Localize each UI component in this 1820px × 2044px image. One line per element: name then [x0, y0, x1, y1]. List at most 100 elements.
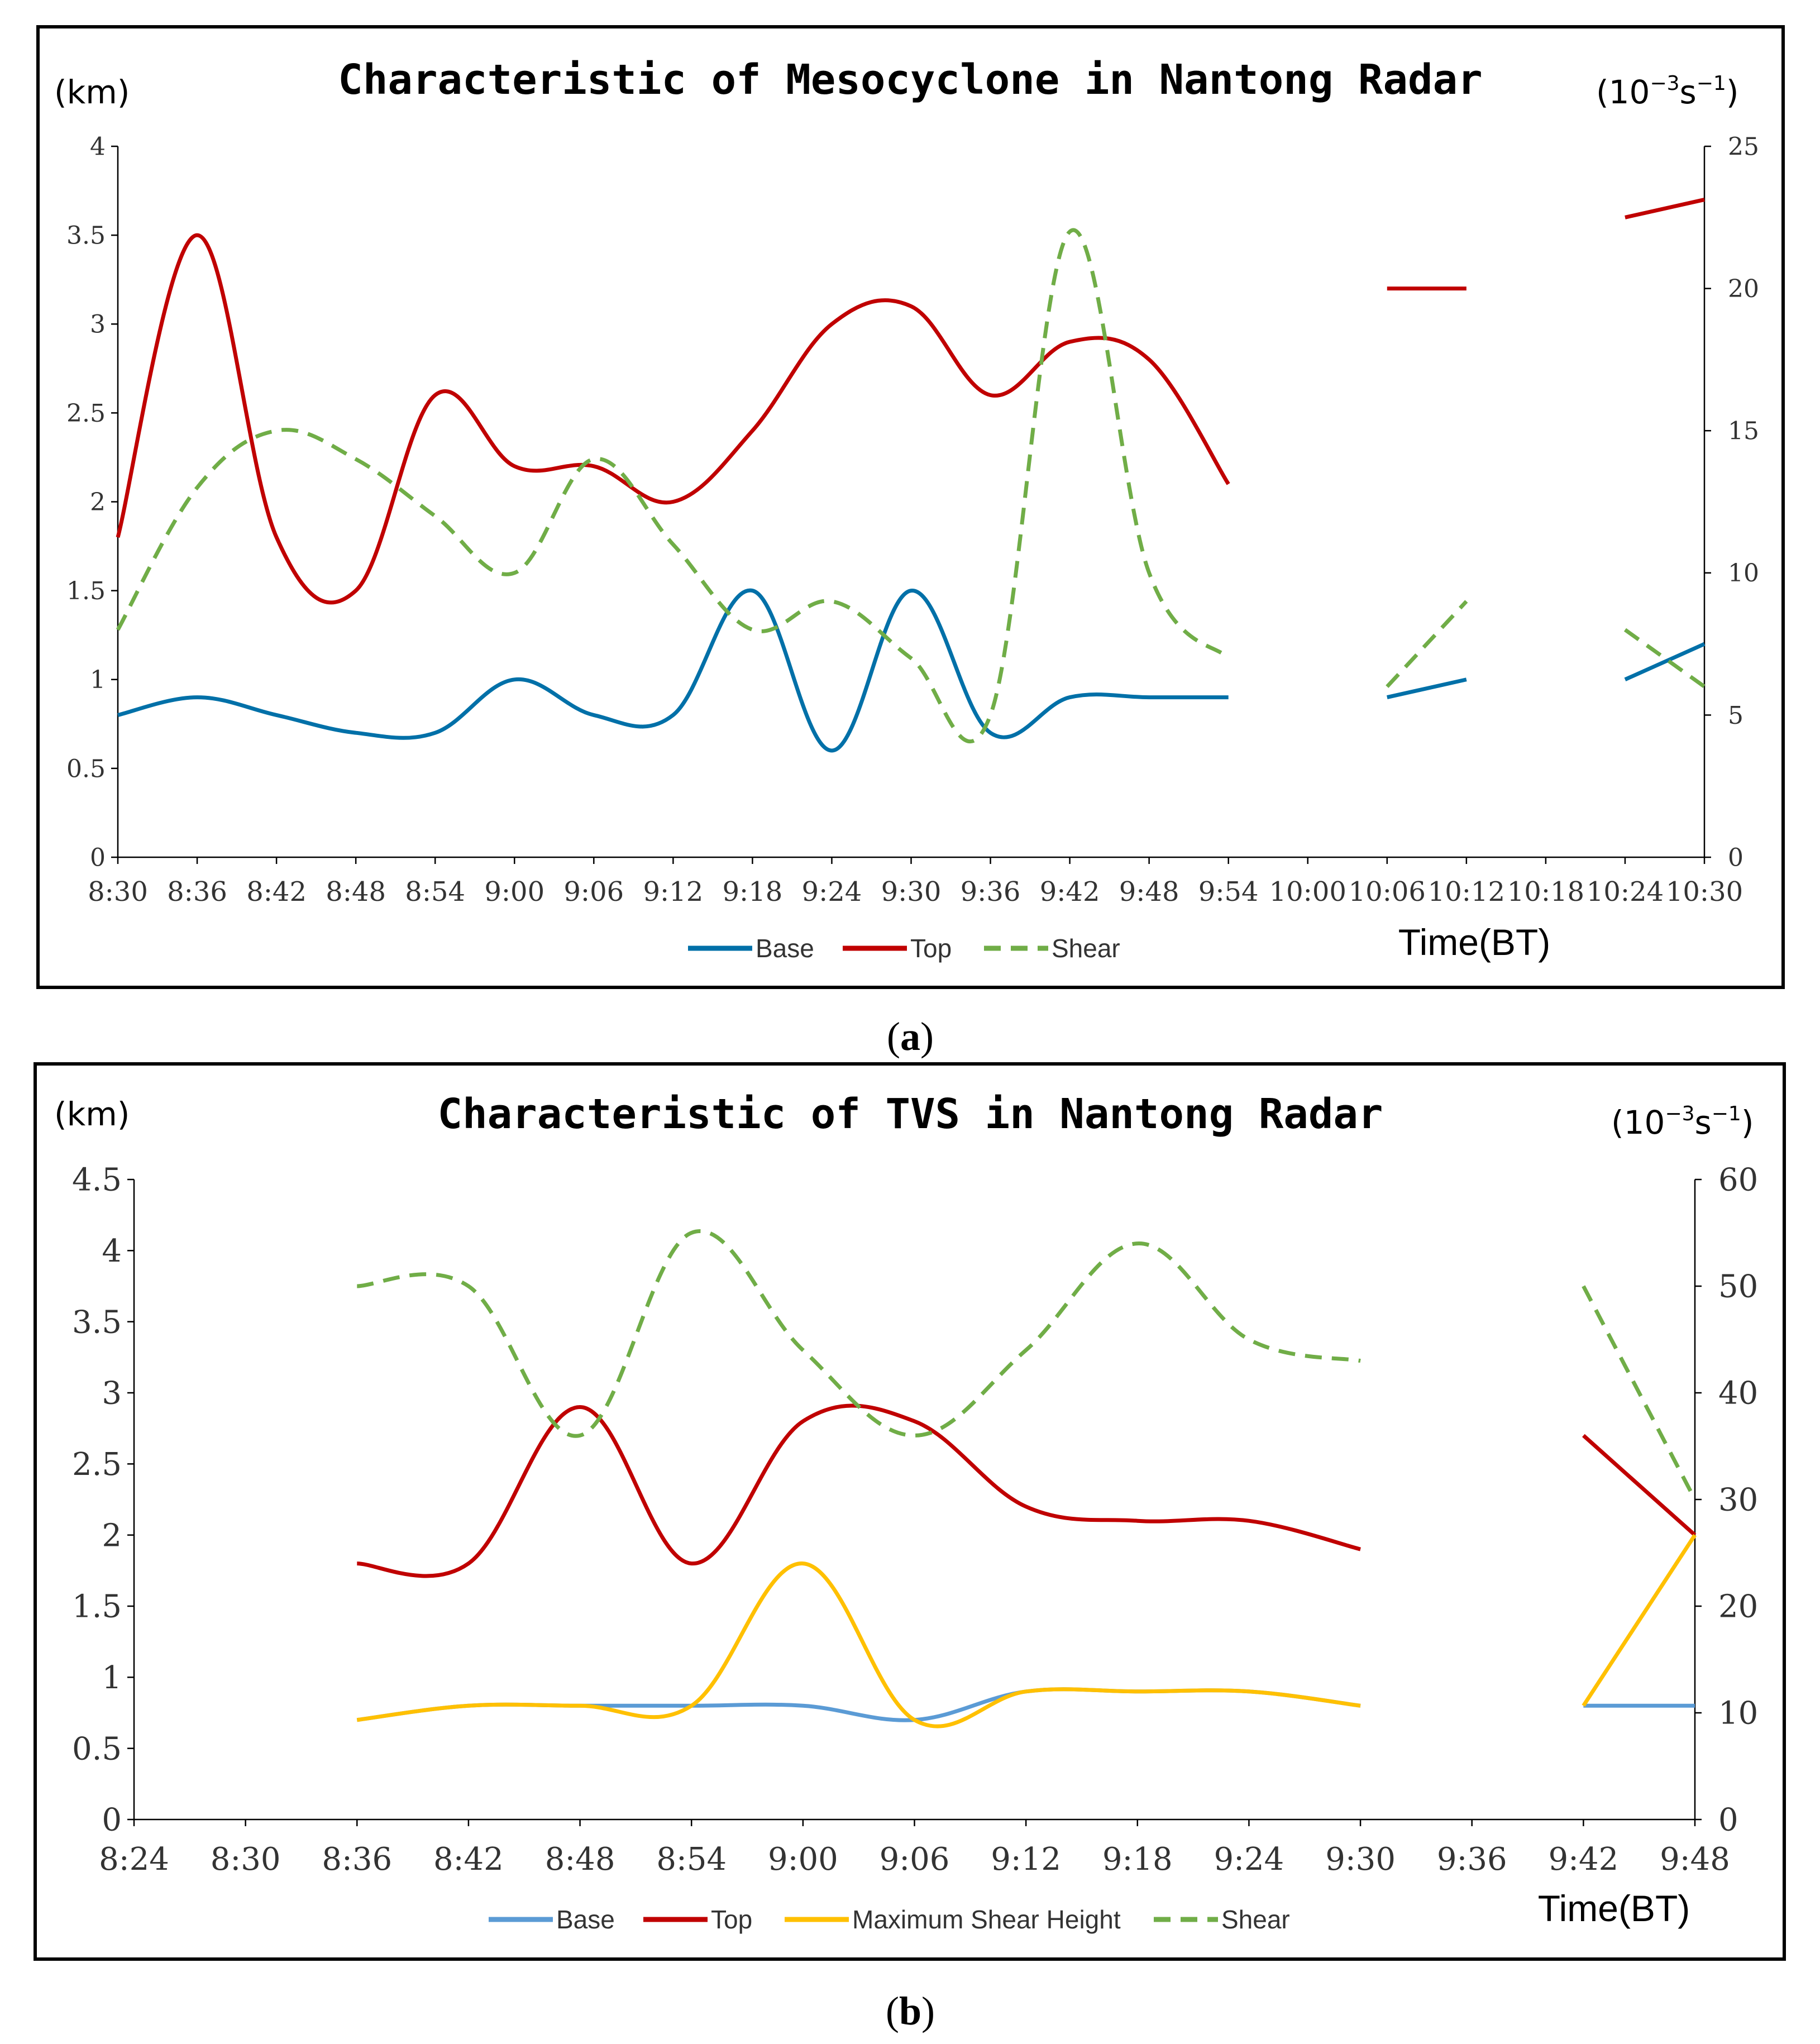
panel-a-shear-line	[116, 228, 1230, 744]
panel-a-base-point	[1227, 696, 1230, 699]
panel-b-legend: Base Top Maximum Shear Height Shear	[489, 1905, 1290, 1934]
panel-a-x-tick-label: 9:48	[1119, 876, 1179, 908]
panel-a-left-tick-label: 3	[90, 311, 106, 339]
panel-a-shear-point	[275, 429, 278, 432]
panel-a-legend: Base Top Shear	[688, 934, 1120, 963]
panel-b-x-tick-label: 9:36	[1437, 1841, 1507, 1878]
panel-a-x-tick-label: 10:30	[1666, 876, 1743, 908]
panel-a-base-point	[1623, 678, 1627, 681]
panel-b-base-point	[801, 1704, 805, 1707]
panel-a-caption: (a)	[887, 1014, 934, 1059]
panel-b-maximum-shear-height-point	[690, 1704, 693, 1707]
panel-b-legend-item-top: Top	[643, 1905, 752, 1934]
panel-b-shear-point	[355, 1284, 359, 1288]
panel-b-frame	[34, 1062, 1786, 1961]
panel-a-series-shear	[116, 228, 1706, 744]
panel-a-x-tick-label: 9:12	[643, 876, 703, 908]
panel-b-left-tick-label: 4	[102, 1233, 122, 1269]
panel-b-maximum-shear-height-point	[579, 1704, 582, 1707]
panel-b-series-top	[357, 1403, 1697, 1578]
panel-a-base-point	[592, 713, 595, 717]
panel-a-shear-point	[671, 543, 675, 546]
panel-a-top-point	[1227, 483, 1230, 486]
panel-a-top-point	[433, 394, 437, 397]
panel-a-x-tick-label: 8:36	[167, 876, 227, 908]
panel-a-shear-point	[354, 457, 357, 461]
panel-a-base-point	[195, 696, 199, 699]
panel-a-x-tick-label: 10:06	[1349, 876, 1426, 908]
panel-b-maximum-shear-height-point	[1359, 1704, 1362, 1707]
panel-b-left-tick-label: 2	[102, 1517, 122, 1554]
panel-b-right-tick-label: 40	[1718, 1376, 1758, 1412]
panel-a-top-point	[116, 536, 120, 539]
panel-b-x-tick-label: 9:24	[1214, 1841, 1284, 1878]
panel-b-x-tick-label: 8:48	[545, 1841, 615, 1878]
panel-a-x-axis-label: Time(BT)	[1398, 921, 1551, 963]
panel-a-shear-point	[1148, 571, 1151, 575]
chart-panel-b: Characteristic of TVS in Nantong Radar (…	[34, 1062, 1786, 1961]
panel-b-shear-point	[913, 1434, 916, 1437]
panel-b-legend-item-maximum-shear-height: Maximum Shear Height	[785, 1905, 1121, 1934]
panel-b-x-tick-label: 9:18	[1102, 1841, 1173, 1878]
panel-b-x-tick-label: 9:30	[1325, 1841, 1396, 1878]
panel-a-x-tick-label: 10:24	[1587, 876, 1664, 908]
panel-a-left-tick-label: 1	[90, 666, 106, 694]
panel-b-legend-label: Shear	[1221, 1905, 1290, 1934]
panel-b-top-point	[690, 1562, 693, 1565]
panel-a-base-point	[1386, 696, 1389, 699]
panel-b-x-tick-label: 8:54	[656, 1841, 727, 1878]
panel-a-base-point	[513, 678, 516, 681]
panel-a-shear-point	[592, 457, 595, 461]
panel-a-base-point	[751, 589, 754, 593]
panel-a-right-tick-label: 0	[1728, 843, 1743, 872]
panel-a-base-point	[116, 713, 120, 717]
panel-a-top-point	[910, 304, 913, 308]
panel-b-series-shear	[355, 1229, 1697, 1501]
panel-b-left-unit: (km)	[54, 1095, 130, 1133]
panel-a-series-top	[116, 198, 1705, 605]
panel-b-top-point	[1024, 1505, 1028, 1508]
panel-a-base-line	[1624, 642, 1706, 681]
panel-a-legend-label: Shear	[1052, 934, 1120, 963]
panel-a-base-line	[117, 589, 1229, 753]
panel-b-maximum-shear-height-point	[355, 1718, 359, 1722]
panel-a-shear-point	[751, 628, 754, 632]
panel-a-left-tick-label: 1.5	[66, 577, 106, 605]
panel-a-shear-point	[433, 514, 437, 518]
panel-b-caption: (b)	[886, 1989, 935, 2033]
panel-b-maximum-shear-height-point	[1247, 1690, 1250, 1693]
panel-b-top-point	[913, 1420, 916, 1423]
panel-a-right-unit: (10−3s−1)	[1596, 72, 1738, 111]
panel-a-shear-point	[1386, 685, 1389, 688]
panel-b-shear-point	[579, 1434, 582, 1437]
panel-b-x-axis-label: Time(BT)	[1538, 1888, 1690, 1929]
panel-b-shear-point	[801, 1349, 805, 1352]
panel-a-shear-point	[116, 628, 120, 632]
panel-a-series-base	[116, 589, 1706, 753]
panel-b-x-tick-label: 8:30	[211, 1841, 281, 1878]
panel-b-title: Characteristic of TVS in Nantong Radar	[438, 1090, 1383, 1138]
panel-a-legend-label: Top	[910, 934, 952, 963]
panel-a-left-tick-label: 4	[90, 132, 106, 161]
panel-a-x-tick-label: 8:42	[246, 876, 307, 908]
panel-a-base-point	[433, 731, 437, 734]
panel-a-base-point	[1703, 642, 1706, 646]
panel-a-top-point	[751, 429, 754, 432]
panel-a-top-line	[116, 233, 1230, 605]
panel-a-left-tick-label: 0	[90, 843, 106, 872]
panel-b-right-tick-label: 20	[1718, 1589, 1758, 1625]
panel-b-maximum-shear-height-line	[1582, 1534, 1697, 1707]
panel-a-left-tick-label: 2	[90, 488, 106, 517]
panel-a-top-point	[1623, 216, 1627, 219]
panel-a-shear-line	[1386, 600, 1468, 688]
panel-a-top-point	[1386, 287, 1389, 290]
panel-a-base-point	[671, 713, 675, 717]
panel-a-top-point	[354, 589, 357, 593]
panel-b-legend-label: Top	[711, 1905, 752, 1934]
panel-b-maximum-shear-height-point	[1024, 1690, 1028, 1693]
panel-b-shear-point	[1136, 1242, 1139, 1245]
panel-a-frame	[36, 25, 1785, 989]
panel-b-shear-point	[1247, 1338, 1250, 1341]
panel-a-left-tick-label: 3.5	[66, 222, 106, 250]
